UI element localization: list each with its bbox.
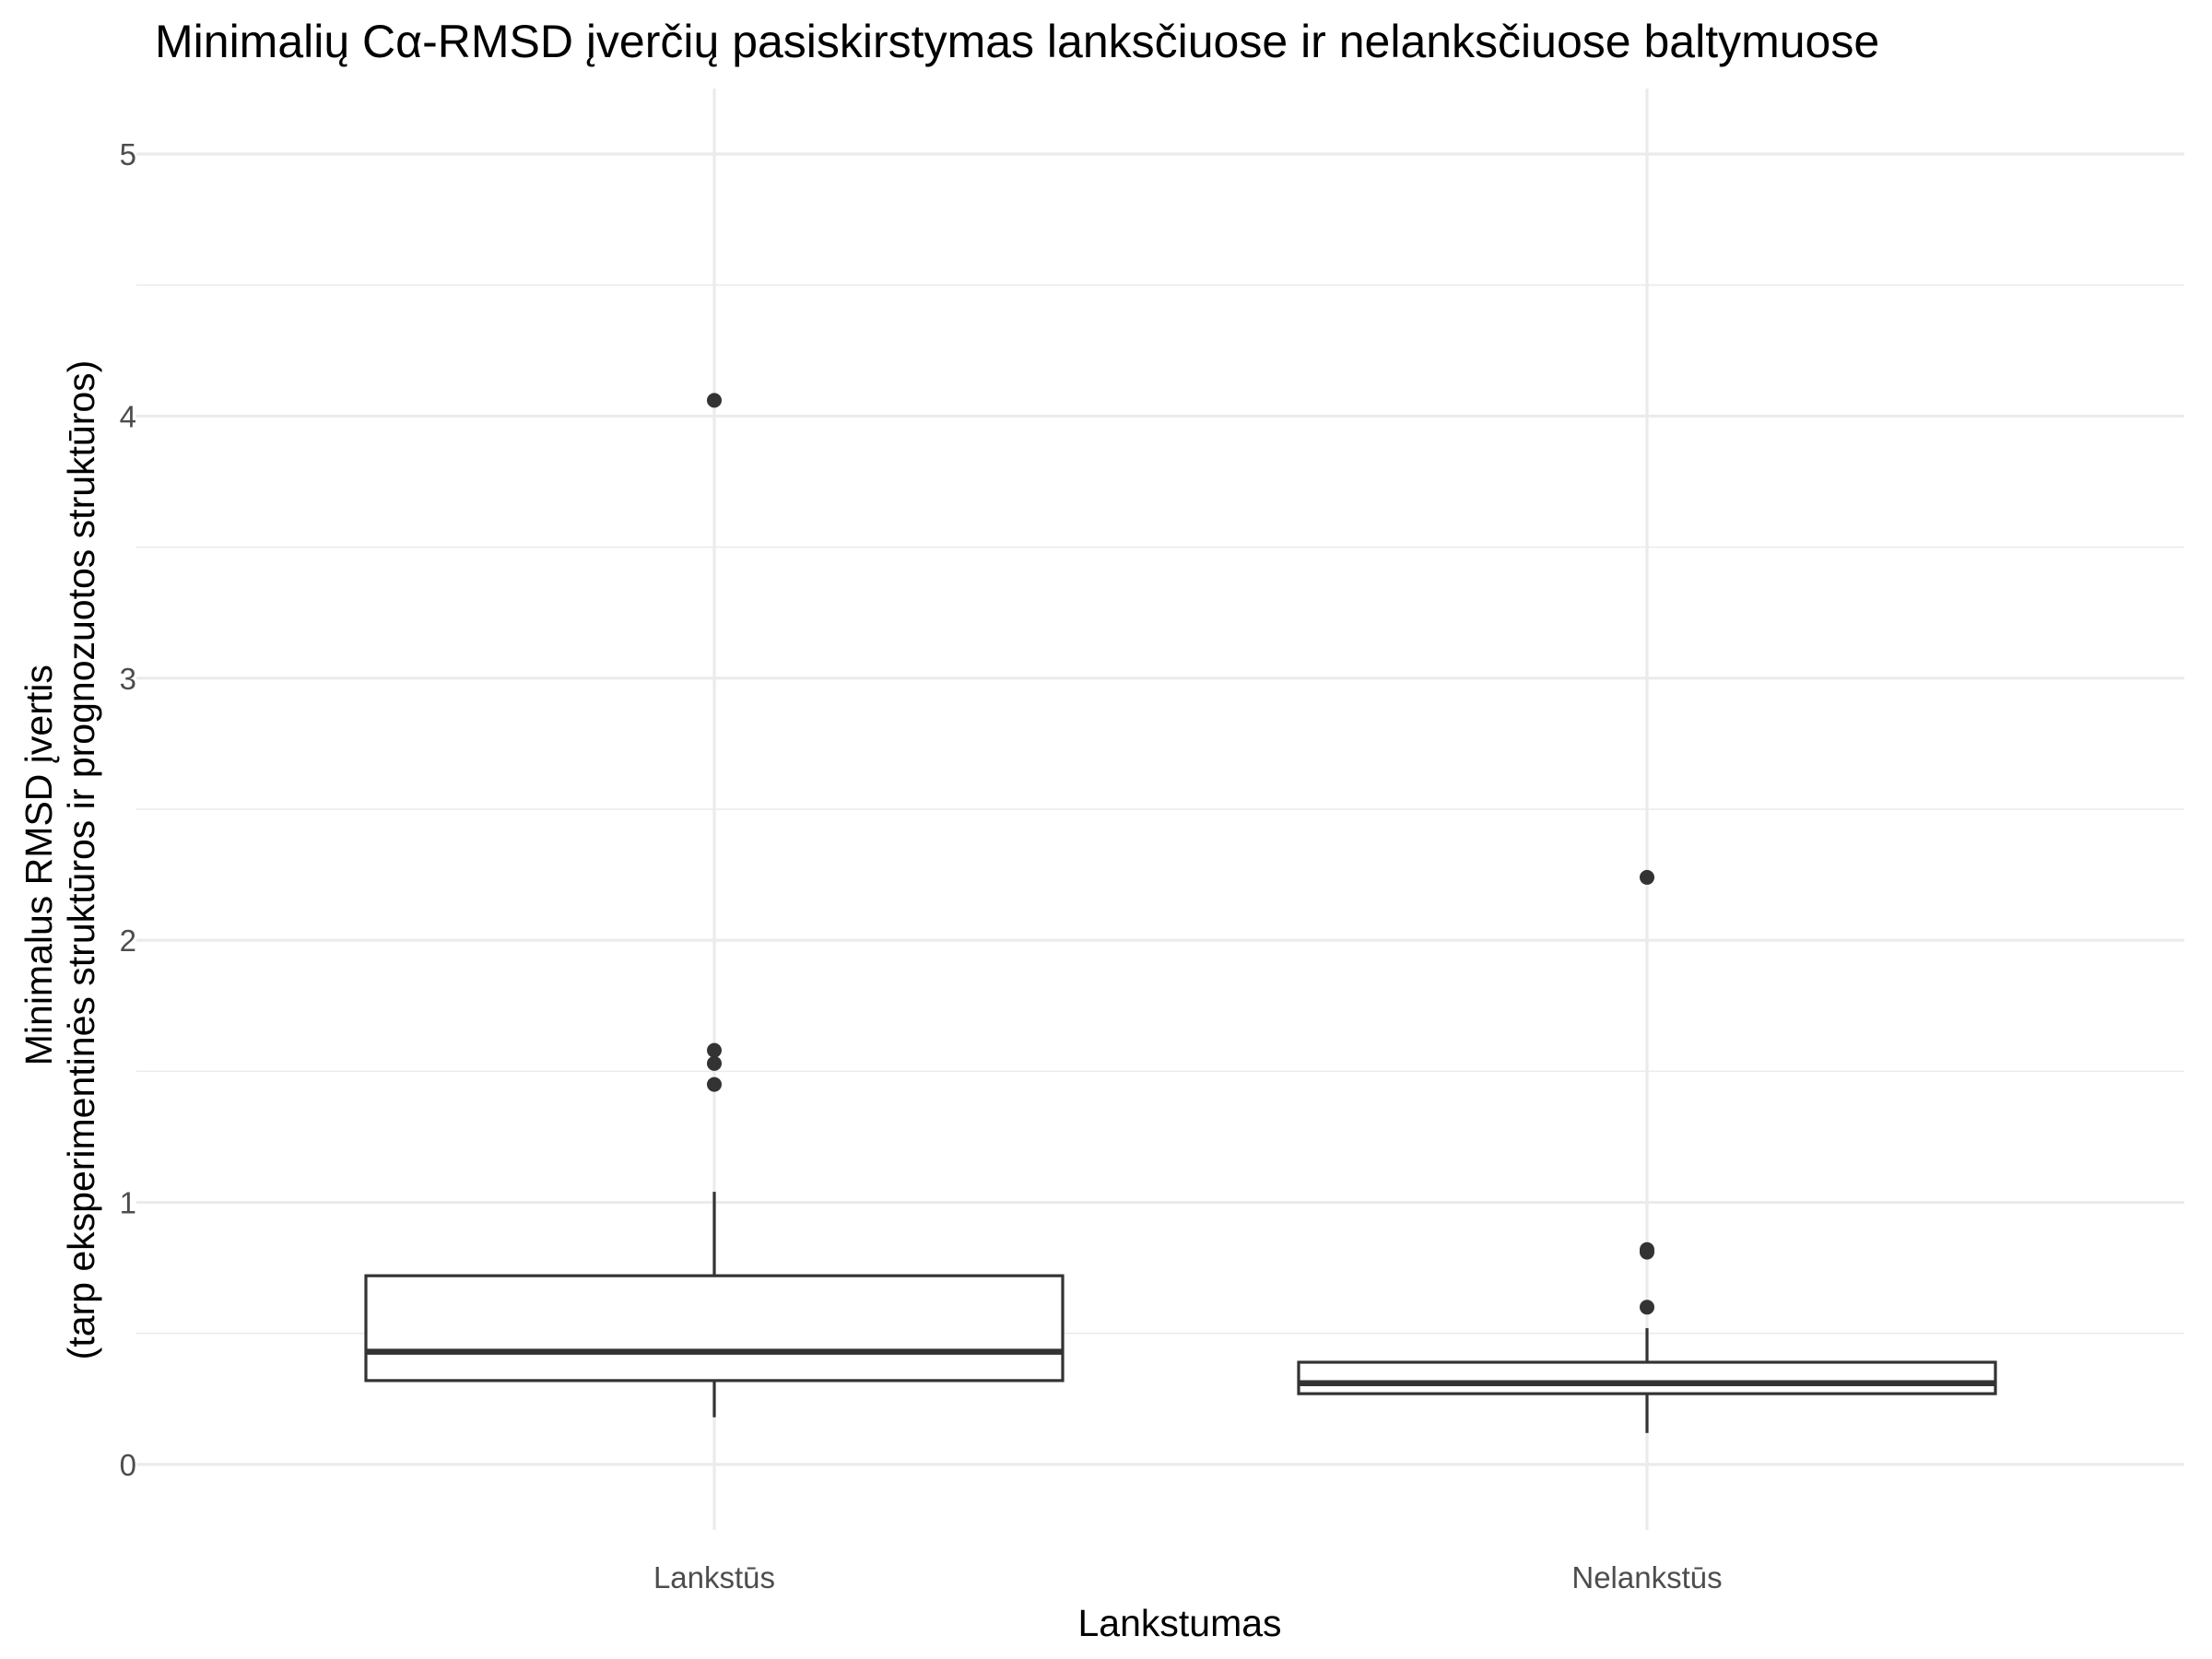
iqr-box (364, 1274, 1065, 1382)
tick-labels: 0 1 2 3 4 5 Lankstūs Nelankstūs (120, 137, 1723, 1594)
outlier-point (707, 393, 722, 408)
outlier-point (707, 1055, 722, 1071)
y-tick-label: 5 (120, 137, 136, 171)
outlier-point (1640, 869, 1654, 885)
outlier-point (1640, 1241, 1654, 1257)
x-tick-label: Lankstūs (653, 1560, 775, 1594)
chart-title: Minimalių Cα-RMSD įverčių pasiskirstymas… (155, 16, 1879, 67)
box-layer (364, 393, 1997, 1433)
y-tick-label: 4 (120, 399, 136, 433)
box-group (1297, 869, 1997, 1433)
outlier-point (1640, 1300, 1654, 1315)
box-group (364, 393, 1065, 1418)
x-axis-title: Lankstumas (1077, 1602, 1281, 1644)
grid-layer (136, 88, 2184, 1530)
y-tick-label: 0 (120, 1448, 136, 1482)
outlier-point (707, 1077, 722, 1092)
y-axis-title: Minimalus RMSD įvertis (tarp eksperiment… (18, 360, 102, 1360)
y-tick-label: 3 (120, 662, 136, 696)
y-tick-label: 2 (120, 924, 136, 958)
y-axis-title-line-2: (tarp eksperimentinės struktūros ir prog… (60, 360, 102, 1360)
x-tick-label: Nelankstūs (1571, 1560, 1722, 1594)
iqr-box (1297, 1360, 1997, 1395)
outlier-point (707, 1042, 722, 1058)
y-tick-label: 1 (120, 1186, 136, 1220)
y-axis-title-line-1: Minimalus RMSD įvertis (18, 665, 60, 1065)
